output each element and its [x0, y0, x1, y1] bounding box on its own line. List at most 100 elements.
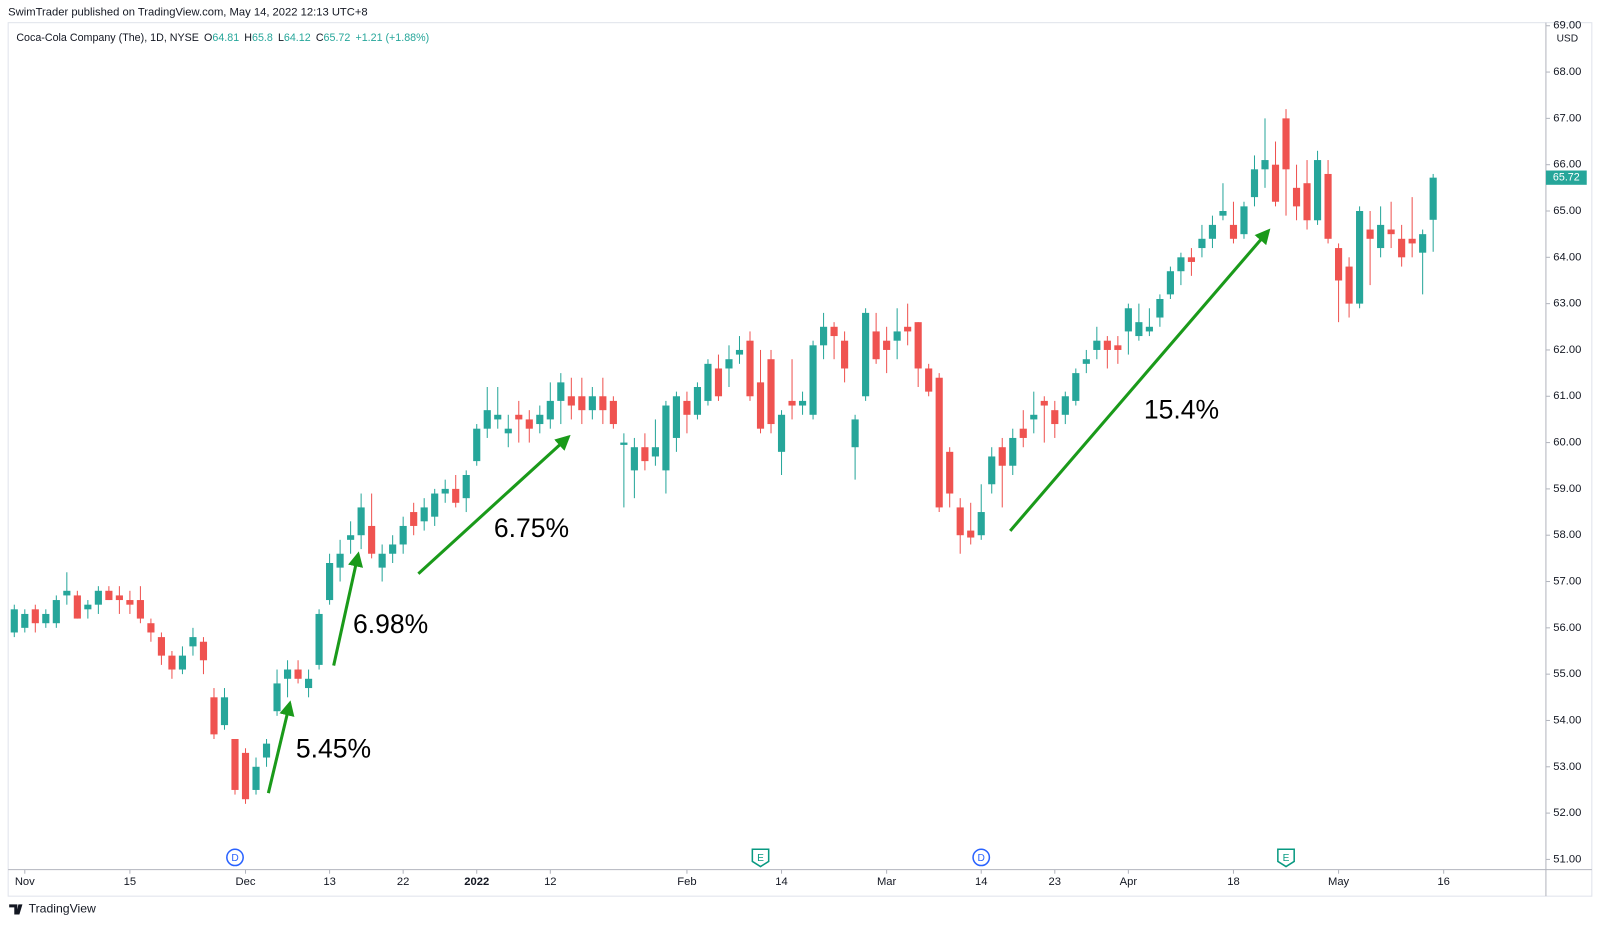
y-tick-label: 54.00 — [1553, 714, 1581, 726]
candle-body — [1324, 173, 1332, 239]
candle-body — [851, 419, 859, 448]
y-tick-label: 69.00 — [1553, 20, 1581, 32]
candle-body — [735, 349, 744, 355]
candle-body — [1198, 238, 1206, 249]
x-tick-label: Dec — [236, 876, 256, 888]
candle-body — [157, 637, 165, 656]
candle-body — [1271, 164, 1280, 202]
y-tick-label: 57.00 — [1553, 575, 1581, 587]
candle-body — [704, 363, 712, 401]
ohlc-value: 65.72 — [324, 32, 351, 44]
candle-body — [641, 447, 649, 462]
candle-body — [1429, 177, 1437, 220]
x-tick-label: 12 — [544, 876, 556, 888]
candle-body — [452, 488, 460, 503]
candle-body — [178, 655, 187, 670]
candle-body — [1051, 410, 1059, 425]
ohlc-letter: L — [278, 32, 284, 44]
x-tick-label: Mar — [877, 876, 897, 888]
candle-body — [357, 507, 365, 536]
candle-body — [777, 414, 786, 452]
candle-body — [1124, 308, 1132, 332]
candle-body — [1187, 257, 1195, 262]
y-tick-label: 61.00 — [1553, 390, 1581, 402]
candle-body — [431, 493, 439, 517]
logo-mark — [9, 904, 23, 915]
candle-body — [1072, 373, 1080, 401]
chart-title: Coca-Cola Company (The), 1D, NYSE — [16, 32, 199, 44]
annotation-text: 5.45% — [296, 733, 371, 763]
candle-body — [63, 590, 71, 596]
event-marker — [226, 848, 244, 867]
candle-body — [136, 600, 144, 619]
candle-body — [883, 340, 891, 350]
candle-body — [1135, 322, 1143, 337]
event-marker — [751, 848, 770, 868]
y-tick-label: 60.00 — [1553, 437, 1581, 449]
y-tick-label: 65.00 — [1553, 205, 1581, 217]
candle-body — [946, 451, 954, 494]
candle-body — [389, 544, 397, 554]
candle-body — [1377, 224, 1385, 249]
x-tick-label: 2022 — [464, 876, 489, 888]
y-tick-label: 63.00 — [1553, 298, 1581, 310]
event-marker — [1277, 848, 1295, 868]
candle-body — [714, 368, 723, 397]
annotation-arrow — [417, 434, 571, 575]
candle-body — [105, 590, 113, 601]
candle-body — [872, 331, 880, 360]
currency-label: USD — [1557, 34, 1579, 45]
candle-body — [935, 377, 943, 508]
candle-body — [798, 400, 807, 406]
candle-body — [1313, 160, 1322, 221]
candle-body — [977, 512, 985, 536]
candle-body — [147, 623, 155, 633]
ohlc-value: 65.8 — [252, 32, 273, 44]
candle-body — [525, 419, 533, 429]
publisher-line: SwimTrader published on TradingView.com,… — [8, 6, 368, 18]
candle-body — [347, 535, 355, 540]
candle-body — [1093, 340, 1101, 350]
candle-body — [1040, 400, 1048, 406]
chart-frame — [7, 22, 1593, 897]
x-tick-label: 23 — [1049, 876, 1061, 888]
candle-body — [630, 447, 638, 471]
candle-body — [283, 669, 292, 679]
candle-body — [441, 488, 449, 494]
candle-body — [504, 428, 512, 434]
candle-body — [410, 512, 418, 526]
candle-body — [557, 382, 565, 401]
candle-body — [220, 697, 229, 726]
annotation-text: 6.98% — [353, 609, 428, 639]
candle-body — [1240, 206, 1248, 235]
event-label: D — [978, 853, 985, 864]
candle-body — [588, 396, 596, 411]
y-tick-label: 56.00 — [1553, 622, 1581, 634]
y-tick-label: 52.00 — [1553, 807, 1581, 819]
candle-body — [725, 359, 733, 369]
candle-body — [1166, 271, 1174, 295]
candle-body — [252, 766, 260, 790]
candle-body — [998, 447, 1006, 466]
candle-body — [1408, 238, 1416, 244]
candle-body — [904, 326, 912, 332]
candle-body — [809, 345, 817, 415]
candle-body — [231, 738, 239, 790]
candle-body — [94, 590, 102, 605]
y-tick-label: 66.00 — [1553, 159, 1581, 171]
candle-body — [368, 525, 376, 554]
candle-body — [52, 600, 60, 624]
candle-body — [189, 637, 197, 647]
candle-body — [1019, 428, 1027, 438]
y-tick-label: 59.00 — [1553, 483, 1581, 495]
x-tick-label: Nov — [15, 876, 35, 888]
candle-body — [315, 613, 323, 665]
candle-body — [567, 396, 575, 406]
annotation-arrow — [1009, 228, 1271, 532]
y-tick-label: 64.00 — [1553, 251, 1581, 263]
candle-body — [483, 410, 491, 429]
candle-body — [662, 405, 670, 471]
candle-body — [893, 331, 901, 341]
candle-body — [473, 428, 481, 462]
y-tick-label: 53.00 — [1553, 761, 1581, 773]
